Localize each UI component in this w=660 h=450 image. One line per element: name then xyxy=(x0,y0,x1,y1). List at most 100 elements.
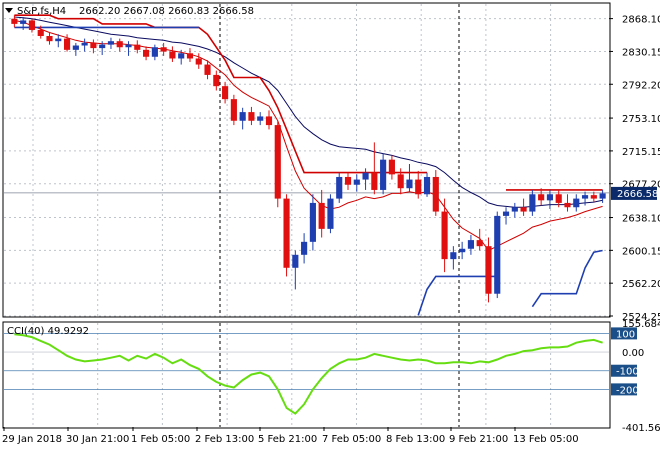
time-tick-label: 13 Feb 05:00 xyxy=(513,434,579,445)
candle-body xyxy=(46,36,53,42)
candle-body xyxy=(37,29,44,36)
candle-body xyxy=(248,112,255,121)
candle-body xyxy=(213,74,220,87)
time-tick-label: 7 Feb 05:00 xyxy=(322,434,381,445)
support-line xyxy=(417,249,603,316)
candle-body xyxy=(116,41,123,48)
price-tick-label: 2600.15 xyxy=(622,246,660,257)
candle-body xyxy=(125,44,132,48)
time-tick-label: 8 Feb 13:00 xyxy=(386,434,445,445)
candle-body xyxy=(581,195,589,199)
symbol-label: S&P,fs,H4 xyxy=(17,6,66,17)
price-tick-label: 2830.15 xyxy=(622,47,660,58)
candle-body xyxy=(11,18,18,24)
candle-body xyxy=(406,179,413,189)
candle-body xyxy=(502,211,510,216)
candle-body xyxy=(230,99,237,121)
candles xyxy=(11,15,606,303)
candle-body xyxy=(573,198,580,208)
candle-body xyxy=(274,125,281,199)
candle-body xyxy=(195,58,202,65)
candle-body xyxy=(529,194,536,212)
cci-level-lines xyxy=(4,332,609,390)
candle-body xyxy=(590,195,597,199)
candle-body xyxy=(99,44,106,49)
indicator-lines xyxy=(14,14,603,316)
candle-body xyxy=(265,116,273,126)
candle-body xyxy=(450,252,457,260)
price-tick-label: 2792.20 xyxy=(622,80,660,91)
price-axis: 2868.10 2830.15 2792.20 2753.10 2715.15 2677.… xyxy=(609,15,660,323)
candle-body xyxy=(28,20,36,30)
time-tick-label: 1 Feb 05:00 xyxy=(131,434,190,445)
candle-body xyxy=(564,202,571,208)
price-tick-label: 2562.20 xyxy=(622,279,660,290)
cci-tick-label: 0.00 xyxy=(622,348,644,359)
cci-panel-frame xyxy=(2,321,611,429)
candle-body xyxy=(511,207,518,212)
current-price-label: 2666.58 xyxy=(617,189,658,200)
candle-body xyxy=(459,248,466,253)
candle-body xyxy=(546,194,554,201)
cci-tick-label: -200 xyxy=(616,385,639,396)
candle-body xyxy=(292,254,299,268)
candle-body xyxy=(476,240,483,247)
cci-tick-label: 100 xyxy=(616,329,635,340)
cci-axis: 155.6847100 0.00 -100 -200 -401.5666 xyxy=(611,319,660,434)
candle-body xyxy=(344,176,352,185)
price-tick-label: 2715.15 xyxy=(622,147,660,158)
cci-level-badge xyxy=(611,383,637,396)
candle-body xyxy=(327,198,334,229)
cci-level-badge xyxy=(611,364,637,377)
candle-body xyxy=(204,64,211,75)
candle-body xyxy=(81,42,88,46)
candle-body xyxy=(380,159,387,190)
candle-body xyxy=(134,44,141,50)
cci-tick-label: 155.6847 xyxy=(622,319,660,330)
candle-body xyxy=(186,53,194,59)
candle-body xyxy=(415,179,422,195)
candle-body xyxy=(336,176,343,199)
candle-body xyxy=(432,176,439,212)
candle-body xyxy=(467,240,474,249)
collapse-triangle-icon[interactable] xyxy=(5,8,13,13)
candle-body xyxy=(222,86,229,100)
candle-body xyxy=(178,53,185,59)
candle-body xyxy=(309,202,316,242)
time-tick-label: 30 Jan 21:00 xyxy=(66,434,129,445)
candle-body xyxy=(485,246,492,294)
time-tick-label: 2 Feb 13:00 xyxy=(195,434,254,445)
candle-body xyxy=(283,198,290,268)
candle-body xyxy=(599,193,606,199)
price-tick-label: 2753.10 xyxy=(622,114,660,125)
candle-body xyxy=(494,215,501,294)
cci-tick-label: -100 xyxy=(616,367,639,378)
candle-body xyxy=(555,194,562,203)
candle-body xyxy=(318,202,325,229)
upper-envelope-line xyxy=(14,14,603,191)
main-panel-frame xyxy=(2,2,611,318)
candle-body xyxy=(169,51,176,59)
candle-body xyxy=(20,20,27,24)
time-tick-label: 29 Jan 2018 xyxy=(2,434,62,445)
candle-body xyxy=(388,159,395,175)
candle-body xyxy=(538,194,545,201)
candle-body xyxy=(257,116,264,121)
candle-body xyxy=(520,207,527,212)
time-tick-label: 9 Feb 21:00 xyxy=(449,434,508,445)
time-axis: 29 Jan 2018 30 Jan 21:00 1 Feb 05:00 2 Feb … xyxy=(2,427,579,445)
price-tick-label: 2524.25 xyxy=(622,312,660,323)
cci-line xyxy=(14,333,603,415)
candle-body xyxy=(353,179,360,185)
current-price-badge: 2666.58 xyxy=(611,186,658,200)
cci-path xyxy=(14,333,603,415)
cci-label: CCI(40) 49.9292 xyxy=(7,326,89,337)
candle-body xyxy=(362,172,369,180)
candle-body xyxy=(397,174,404,189)
period-separators xyxy=(219,4,460,427)
candle-body xyxy=(301,241,308,255)
candle-body xyxy=(72,45,79,50)
price-tick-label: 2868.10 xyxy=(622,15,660,26)
candle-body xyxy=(55,38,62,42)
